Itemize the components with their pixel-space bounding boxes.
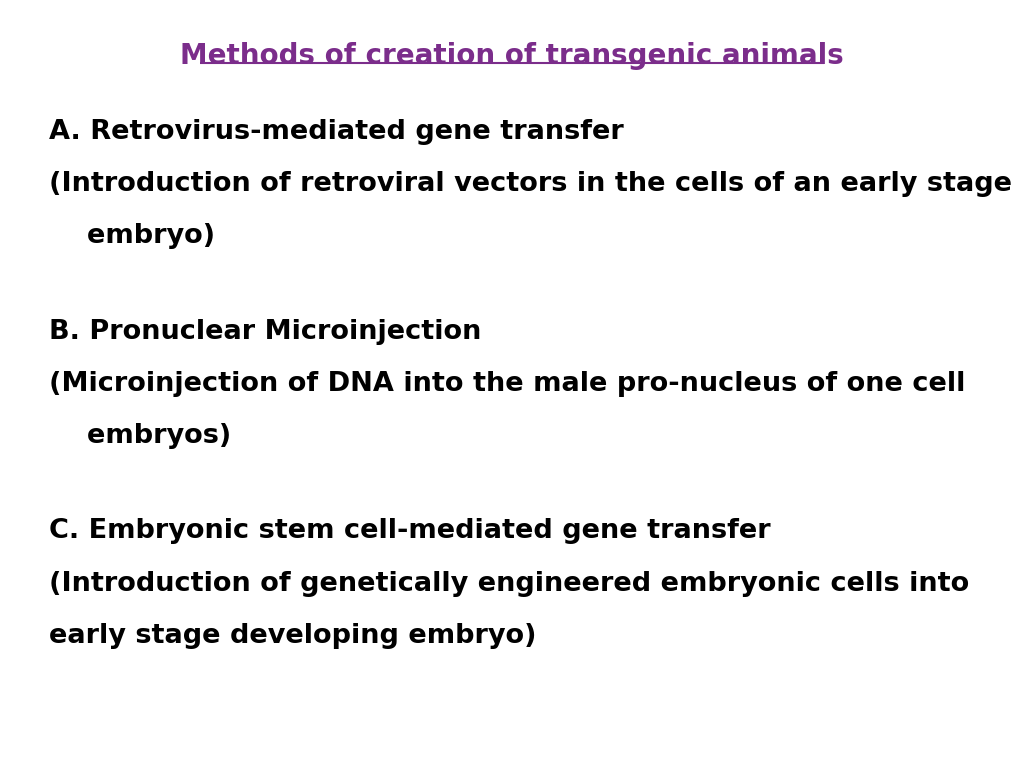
Text: early stage developing embryo): early stage developing embryo) [49, 623, 537, 649]
Text: embryo): embryo) [49, 223, 215, 250]
Text: (Introduction of retroviral vectors in the cells of an early stage: (Introduction of retroviral vectors in t… [49, 171, 1012, 197]
Text: C. Embryonic stem cell-mediated gene transfer: C. Embryonic stem cell-mediated gene tra… [49, 518, 771, 545]
Text: (Introduction of genetically engineered embryonic cells into: (Introduction of genetically engineered … [49, 571, 970, 597]
Text: A. Retrovirus-mediated gene transfer: A. Retrovirus-mediated gene transfer [49, 119, 624, 145]
Text: (Microinjection of DNA into the male pro-nucleus of one cell: (Microinjection of DNA into the male pro… [49, 371, 966, 397]
Text: B. Pronuclear Microinjection: B. Pronuclear Microinjection [49, 319, 481, 345]
Text: Methods of creation of transgenic animals: Methods of creation of transgenic animal… [180, 42, 844, 70]
Text: embryos): embryos) [49, 423, 231, 449]
